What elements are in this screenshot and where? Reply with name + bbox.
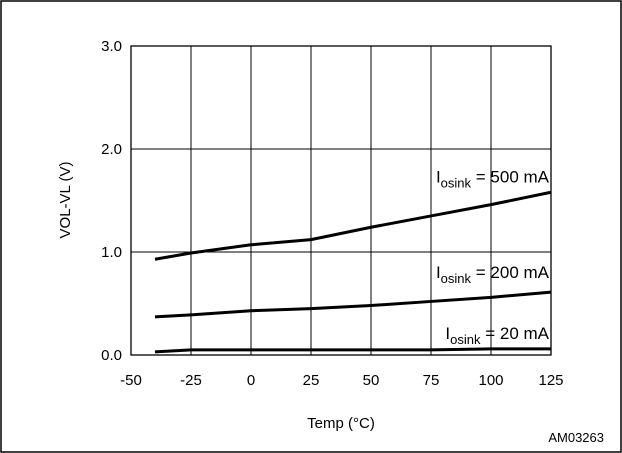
series-labels: Iosink = 500 mA Iosink = 200 mA Iosink = 2… (436, 167, 550, 347)
series-line (154, 290, 552, 319)
series-line (154, 347, 551, 354)
x-tick-label: 75 (423, 372, 440, 389)
x-tick-label: 0 (247, 372, 255, 389)
x-tick-label: 125 (538, 372, 563, 389)
series-label: Iosink = 200 mA (436, 263, 550, 286)
x-axis-ticks: -50 -25 0 25 50 75 100 125 (120, 372, 563, 389)
figure-id: AM03263 (548, 430, 604, 445)
y-tick-label: 0.0 (101, 347, 122, 364)
x-tick-label: -25 (180, 372, 202, 389)
plot-area (130, 45, 552, 356)
x-tick-label: 50 (363, 372, 380, 389)
series-lines (154, 190, 552, 354)
x-tick-label: 100 (478, 372, 503, 389)
y-axis-ticks: 0.0 1.0 2.0 3.0 (101, 38, 122, 364)
x-tick-label: -50 (120, 372, 142, 389)
y-tick-label: 3.0 (101, 38, 122, 55)
y-axis-title: VOL-VL (V) (57, 162, 74, 239)
x-tick-label: 25 (303, 372, 320, 389)
x-axis-title: Temp (°C) (307, 415, 375, 432)
series-line (154, 190, 552, 261)
y-tick-label: 2.0 (101, 141, 122, 158)
series-label: Iosink = 500 mA (436, 167, 550, 190)
series-label: Iosink = 20 mA (445, 324, 549, 347)
y-tick-label: 1.0 (101, 244, 122, 261)
